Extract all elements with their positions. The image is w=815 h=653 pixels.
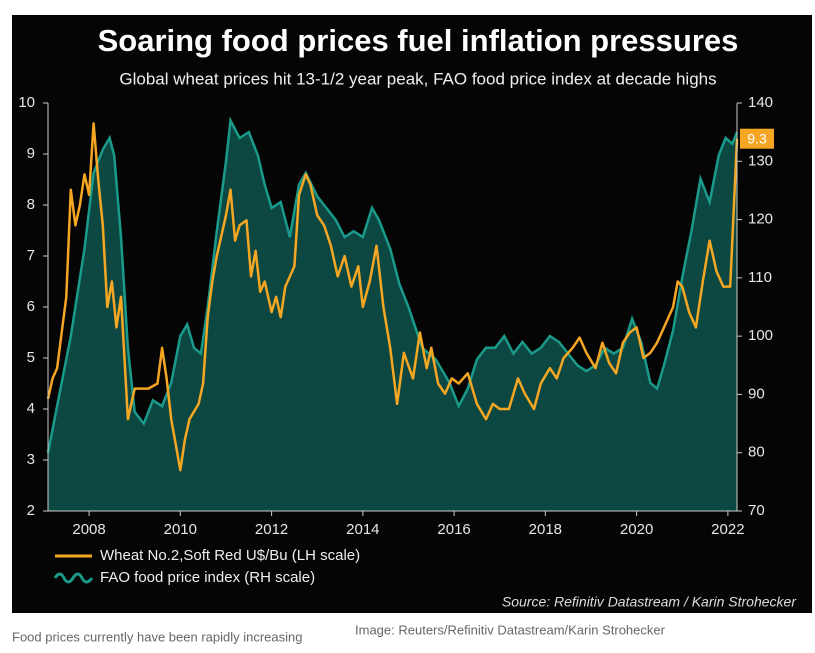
y-tick-label: 2 bbox=[27, 502, 35, 519]
y-tick-label: 5 bbox=[27, 349, 35, 366]
x-tick-label: 2020 bbox=[620, 521, 653, 538]
value-label-box bbox=[740, 128, 774, 149]
y2-tick-label: 120 bbox=[748, 211, 773, 228]
y2-tick-label: 80 bbox=[748, 444, 765, 461]
legend-label: FAO food price index (RH scale) bbox=[100, 569, 315, 586]
y-tick-label: 9 bbox=[27, 145, 35, 162]
chart-subtitle: Global wheat prices hit 13-1/2 year peak… bbox=[119, 69, 716, 88]
legend-label: Wheat No.2,Soft Red U$/Bu (LH scale) bbox=[100, 547, 360, 564]
plot: 2 3 4 5 6 7 8 9 10 70 80 90 100 110 120 130 140 2008 2010 2… bbox=[18, 94, 774, 538]
chart-title: Soaring food prices fuel inflation press… bbox=[98, 23, 739, 58]
y-tick-label: 3 bbox=[27, 451, 35, 468]
y-tick-label: 6 bbox=[27, 298, 35, 315]
area bbox=[48, 120, 737, 511]
y-tick-label: 7 bbox=[27, 247, 35, 264]
legend-swatch bbox=[53, 572, 94, 584]
x-tick-label: 2016 bbox=[437, 521, 470, 538]
line bbox=[46, 122, 739, 472]
x-tick-label: 2018 bbox=[529, 521, 562, 538]
y-tick-label: 4 bbox=[27, 400, 35, 417]
x-tick-label: 2012 bbox=[255, 521, 288, 538]
x-tick-label: 2022 bbox=[711, 521, 744, 538]
caption: Food prices currently have been rapidly … bbox=[12, 629, 303, 644]
value-label: 9.3 bbox=[747, 130, 767, 146]
area-line bbox=[46, 116, 739, 453]
x-tick-label: 2010 bbox=[164, 521, 197, 538]
y2-tick-label: 100 bbox=[748, 327, 773, 344]
credit: Image: Reuters/Refinitiv Datastream/Kari… bbox=[355, 622, 666, 637]
y-tick-label: 8 bbox=[27, 196, 35, 213]
y2-tick-label: 90 bbox=[748, 385, 765, 402]
x-tick-label: 2008 bbox=[72, 521, 105, 538]
x-tick-label: 2014 bbox=[346, 521, 379, 538]
y2-tick-label: 140 bbox=[748, 94, 773, 111]
y2-tick-label: 110 bbox=[748, 269, 772, 286]
y2-tick-label: 70 bbox=[748, 502, 765, 519]
y-tick-label: 10 bbox=[18, 94, 35, 111]
y2-tick-label: 130 bbox=[748, 152, 773, 169]
source: Source: Refinitiv Datastream / Karin Str… bbox=[502, 594, 797, 610]
